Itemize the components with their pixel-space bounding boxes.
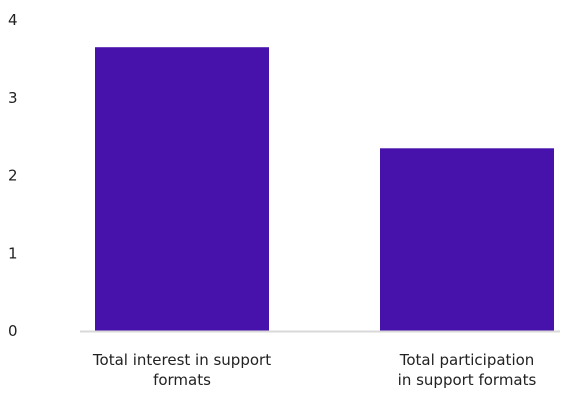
bar [380,148,554,331]
y-tick-label: 3 [8,89,18,107]
x-axis-labels: Total interest in support formats Total pa… [92,351,537,389]
x-category-label-line: formats [153,371,211,389]
x-category-label-line: Total participation [399,351,535,369]
x-category-label-line: in support formats [398,371,537,389]
y-axis-ticks: 0 1 2 3 4 [8,11,18,340]
y-tick-label: 0 [8,322,18,340]
y-tick-label: 4 [8,11,18,29]
x-category-label: Total participation in support formats [398,351,537,389]
y-tick-label: 1 [8,244,18,262]
x-category-label: Total interest in support formats [92,351,271,389]
y-tick-label: 2 [8,167,18,185]
x-category-label-line: Total interest in support [92,351,271,369]
bar [95,47,269,332]
bars [95,47,554,332]
